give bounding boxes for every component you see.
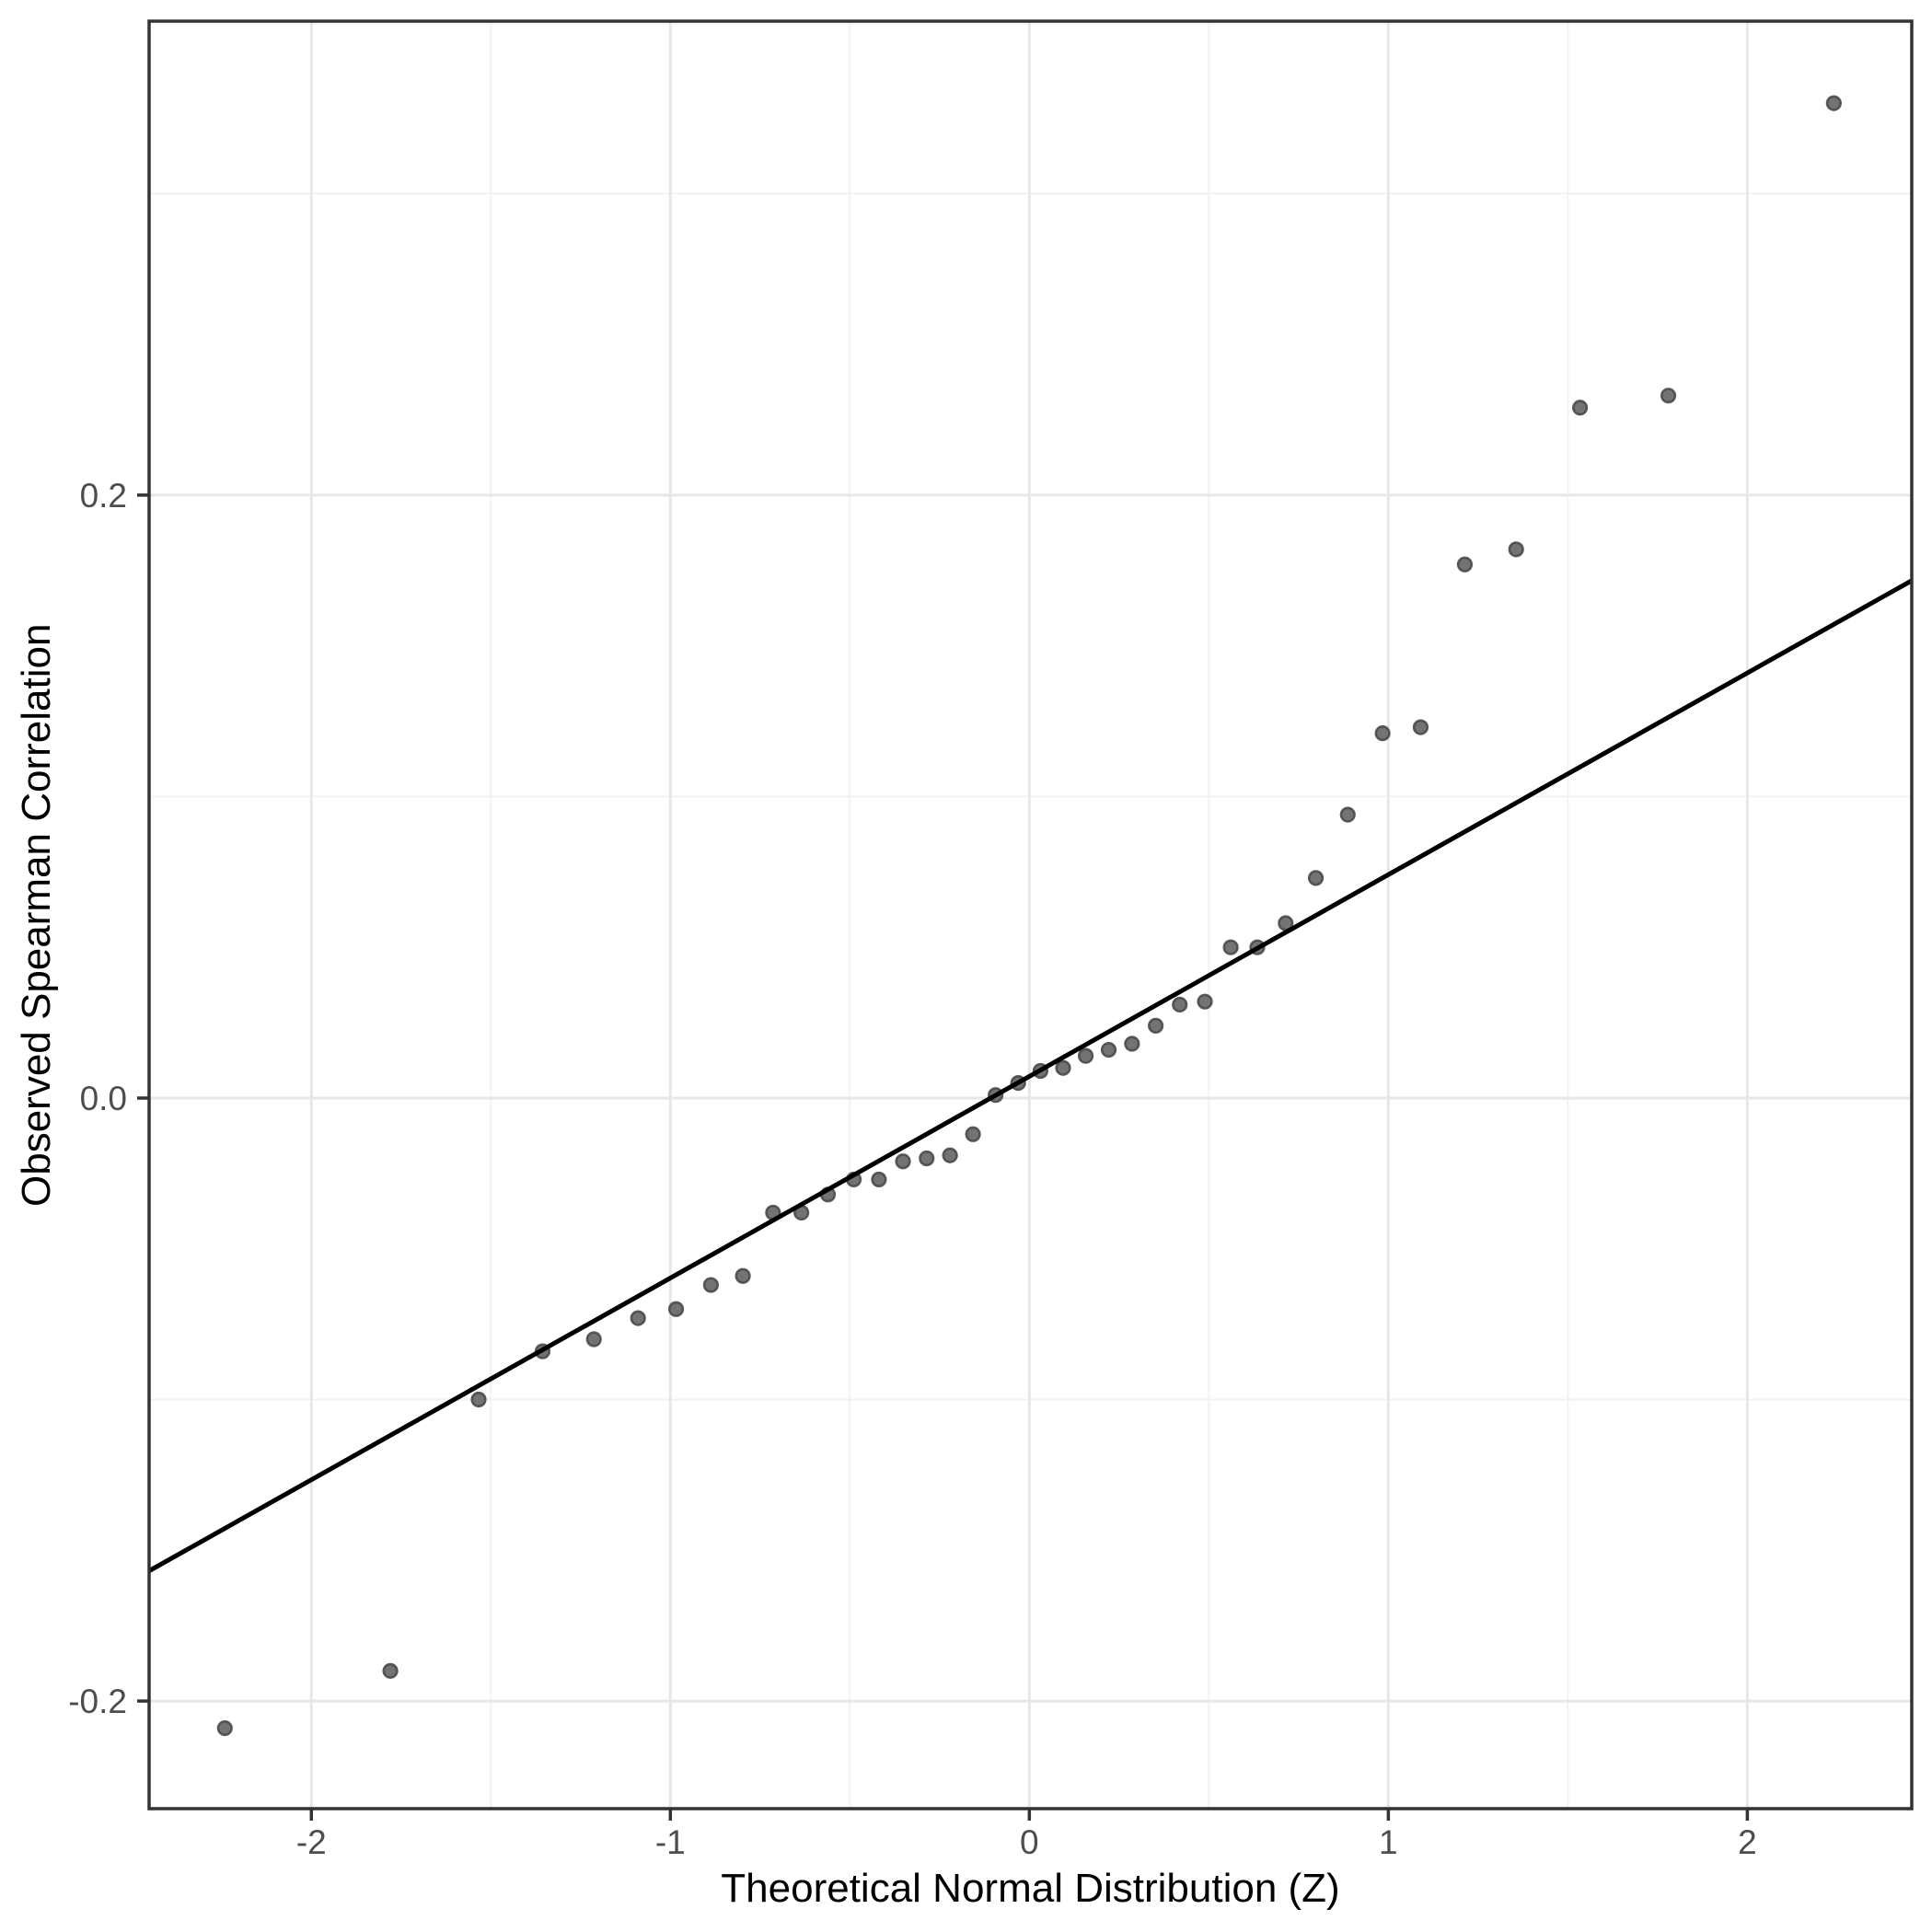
data-point <box>1456 556 1474 573</box>
data-point <box>585 1331 602 1348</box>
y-axis-title: Observed Spearman Correlation <box>14 623 59 1207</box>
x-tick-label: -2 <box>296 1823 327 1861</box>
data-point <box>630 1310 646 1326</box>
data-point <box>1124 1035 1140 1052</box>
data-point <box>702 1277 719 1293</box>
data-point <box>1572 399 1589 416</box>
data-point <box>216 1719 233 1737</box>
data-point <box>1339 806 1356 823</box>
data-point <box>735 1267 751 1284</box>
data-point <box>1197 993 1213 1010</box>
data-point <box>942 1147 958 1163</box>
data-point <box>965 1126 981 1142</box>
x-tick-label: 0 <box>1020 1823 1039 1861</box>
data-point <box>1374 725 1391 742</box>
data-point <box>1825 95 1842 111</box>
data-point <box>470 1391 487 1408</box>
data-point <box>1100 1041 1117 1059</box>
data-point <box>1412 719 1429 735</box>
data-point <box>1508 541 1524 558</box>
qq-reference-line <box>147 578 1914 1573</box>
data-point <box>1307 870 1325 886</box>
data-point <box>895 1153 911 1170</box>
data-point <box>1148 1017 1164 1034</box>
data-point <box>1660 388 1677 404</box>
data-point <box>382 1662 399 1679</box>
x-axis-title: Theoretical Normal Distribution (Z) <box>721 1866 1340 1911</box>
x-tick-label: 2 <box>1738 1823 1757 1861</box>
data-point <box>1222 939 1239 955</box>
data-point <box>1172 996 1188 1013</box>
data-point <box>1077 1047 1094 1064</box>
data-point <box>871 1171 887 1188</box>
x-tick-label: 1 <box>1379 1823 1398 1861</box>
data-point <box>667 1301 685 1317</box>
data-point <box>919 1150 935 1167</box>
data-point <box>1055 1059 1071 1076</box>
y-tick-label: -0.2 <box>68 1683 127 1720</box>
x-tick-label: -1 <box>655 1823 686 1861</box>
y-tick-label: 0.0 <box>80 1080 127 1117</box>
y-tick-label: 0.2 <box>80 477 127 515</box>
